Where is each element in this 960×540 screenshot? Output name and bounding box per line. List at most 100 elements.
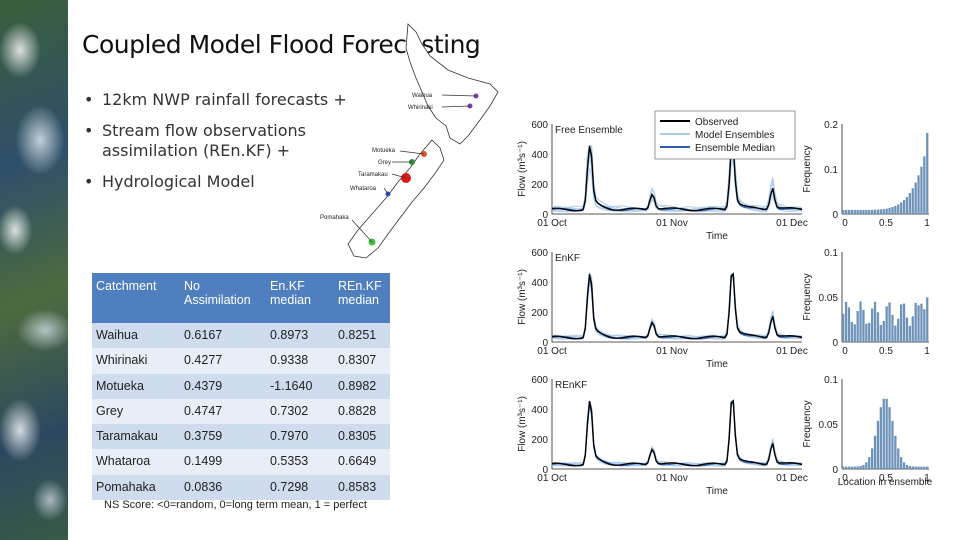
histogram-bar [871,308,874,342]
freq-axis-label: Frequency [802,145,813,192]
histogram-bar [900,457,903,469]
table-row: Taramakau 0.3759 0.7970 0.8305 [92,424,390,450]
table-cell: 0.4277 [184,353,223,368]
table-cell: 0.6167 [184,328,223,342]
time-axis-label: Time [706,359,728,370]
flow-tick-label: 0 [542,210,548,221]
histogram-bar [900,202,903,214]
table-cell: 0.8828 [338,403,377,418]
histogram-bar [905,317,909,342]
time-tick-label: 01 Nov [656,346,688,357]
histogram-bar [879,324,882,342]
freq-x-tick-label: 1 [924,346,930,357]
histogram-bar [847,466,851,469]
flow-tick-label: 400 [531,405,548,416]
histogram-bar [900,304,903,342]
map-label-waihua: Waihua [412,93,433,99]
freq-x-tick-label: 0 [842,218,848,229]
freq-x-tick-label: 1 [924,218,930,229]
histogram-bar [891,315,894,342]
histogram-bar [908,325,911,342]
histogram-bar [865,209,868,214]
freq-x-tick-label: 0 [842,346,848,357]
histogram-bar [897,448,900,469]
flow-tick-label: 400 [531,278,548,289]
histogram-bar [865,462,868,469]
flow-tick-label: 600 [531,120,548,131]
table-row: Motueka 0.4379 -1.1640 0.8982 [92,373,390,399]
histogram-bar [902,303,906,342]
time-axis-label: Time [706,231,728,242]
bullet-nwp: 12km NWP rainfall forecasts + [82,90,382,110]
flow-tick-label: 200 [531,435,548,446]
histogram-bar [868,209,871,214]
flow-tick-label: 0 [542,465,548,476]
header-catchment: Catchment [96,279,157,293]
histogram-bar [850,209,853,214]
histogram-bar [911,466,914,469]
table-cell: Whirinaki [96,353,148,368]
panel-title: REnKF [555,380,587,391]
table-cell: -1.1640 [270,378,313,393]
histogram-bar [882,209,885,214]
flow-tick-label: 0 [542,338,548,349]
histogram-bar [923,309,926,342]
histogram-bar [917,175,920,214]
table-row: Whataroa 0.1499 0.5353 0.6649 [92,449,390,475]
histogram-bar [926,466,929,469]
freq-tick-label: 0 [832,338,838,349]
ns-score-footnote: NS Score: <0=random, 0=long term mean, 1… [104,499,367,511]
legend-label: Ensemble Median [695,143,775,154]
flow-tick-label: 400 [531,150,548,161]
table-cell: 0.8982 [338,378,377,393]
histogram-bar [850,466,853,469]
freq-tick-label: 0 [832,465,838,476]
ns-score-table: Catchment No Assimilation En.KF median R… [92,273,390,501]
observed-line [551,272,803,340]
forecast-plots: 0 200 400 600 01 Oct 01 Nov 01 Dec Time Flow (m³… [517,110,933,497]
histogram-bar [873,435,877,469]
histogram-bar [844,466,848,469]
histogram-bar [853,324,856,342]
histogram-bar [853,209,856,214]
header-no-assimilation: No Assimilation [184,279,251,307]
table-cell: 0.7302 [270,403,309,418]
histogram-bar [882,398,885,469]
histogram-bar [885,306,888,342]
panel-title: Free Ensemble [555,125,623,136]
time-tick-label: 01 Dec [776,346,808,357]
flow-axis-label: Flow (m³s⁻¹) [517,396,528,452]
table-row: Pomahaka 0.0836 0.7298 0.8583 [92,474,390,501]
histogram-bar [859,466,862,469]
histogram-bar [879,407,882,469]
histogram-bar [914,302,917,342]
table-cell: 0.3759 [184,429,223,444]
table-cell: Pomahaka [96,479,156,494]
flow-axis-label: Flow (m³s⁻¹) [517,269,528,325]
histogram-bar [856,209,859,214]
table-cell: Grey [96,403,124,418]
histogram-bar [842,209,845,214]
histogram-bar [905,464,909,469]
observed-line [551,399,803,467]
histogram-bar [926,297,929,342]
panel-title: EnKF [555,253,580,264]
histogram-bar [905,197,909,214]
histogram-bar [842,313,845,342]
histogram-bar [897,204,900,214]
histogram-bar [891,207,894,214]
freq-x-tick-label: 1 [924,473,930,484]
histogram-bar [879,209,882,214]
nz-catchment-map: Waihua Whirinaki Motueka Grey Taramakau … [320,23,499,259]
histogram-bar [911,316,914,342]
flow-tick-label: 600 [531,375,548,386]
table-cell: 0.8973 [270,328,309,342]
histogram-bar [871,209,874,214]
histogram-bar [926,133,929,214]
time-axis-label: Time [706,486,728,497]
time-tick-label: 01 Oct [537,218,567,229]
map-label-taramakau: Taramakau [358,172,388,178]
time-tick-label: 01 Nov [656,218,688,229]
histogram-bar [888,302,891,342]
histogram-bar [865,323,868,342]
